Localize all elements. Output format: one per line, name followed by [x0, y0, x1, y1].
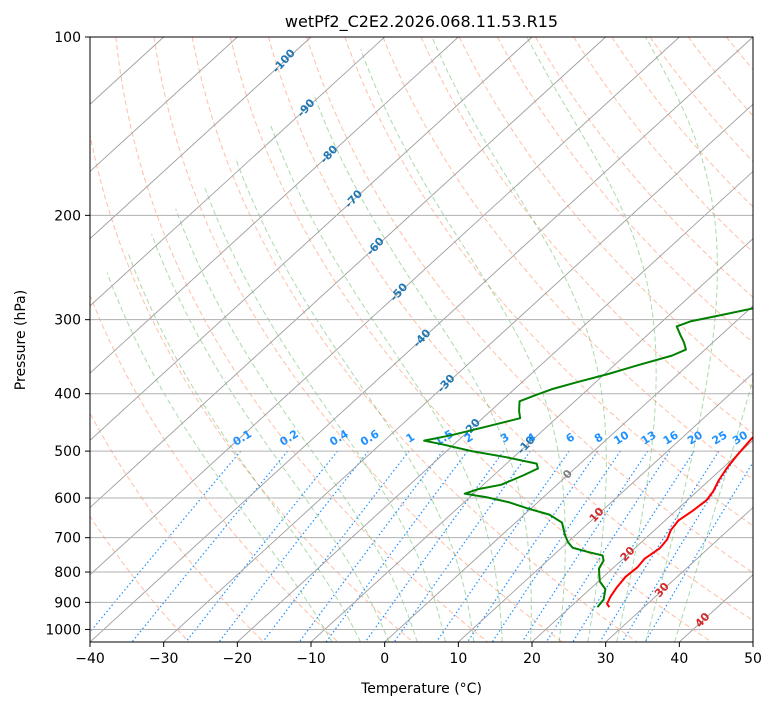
- dry-adiabat-line: [420, 37, 753, 435]
- x-tick-label: 20: [523, 651, 541, 667]
- isotherm-line: [163, 103, 753, 642]
- dry-adiabat-line: [191, 37, 638, 642]
- moist-adiabat-line: [313, 94, 532, 642]
- moist-adiabat-line: [645, 37, 718, 642]
- isotherm-line: [90, 37, 533, 441]
- mixing-ratio-line: [621, 450, 740, 642]
- isotherm-line: [90, 37, 753, 642]
- y-tick-label: 300: [54, 313, 81, 329]
- dewpoint-profile: [423, 307, 753, 608]
- mixing-ratio-line: [435, 450, 570, 642]
- mixing-ratio-line: [325, 450, 469, 642]
- y-tick-label: 600: [54, 491, 81, 507]
- isotherm-line: [384, 305, 753, 642]
- moist-adiabats: [106, 37, 753, 642]
- dry-adiabat-line: [306, 37, 753, 574]
- x-tick-label: 30: [597, 651, 615, 667]
- y-tick-label: 800: [54, 565, 81, 581]
- dry-adiabat-line: [90, 293, 339, 642]
- isotherm-line: [605, 506, 753, 642]
- temperature-profile: [606, 435, 753, 608]
- moist-adiabat-line: [151, 233, 390, 642]
- x-tick-label: 0: [380, 651, 389, 667]
- y-tick-label: 700: [54, 531, 81, 547]
- dry-adiabats: [90, 37, 753, 642]
- x-tick-label: 50: [744, 651, 762, 667]
- dry-adiabat-line: [90, 412, 264, 642]
- dry-adiabat-line: [268, 37, 753, 622]
- moist-adiabat-line: [234, 157, 475, 642]
- skewed-isotherms: [90, 37, 753, 642]
- isotherm-line: [90, 37, 312, 240]
- y-tick-label: 400: [54, 387, 81, 403]
- y-axis-title: Pressure (hPa): [13, 290, 29, 390]
- moist-adiabat-line: [269, 123, 503, 642]
- dry-adiabat-line: [458, 37, 753, 389]
- dry-adiabat-line: [229, 37, 712, 642]
- chart-title: wetPf2_C2E2.2026.068.11.53.R15: [285, 12, 558, 32]
- y-tick-label: 500: [54, 444, 81, 460]
- isotherm-line: [90, 37, 238, 173]
- mixing-ratio-line: [298, 450, 444, 642]
- y-axis: 100 200 300 400 500 600 700 800 900 1000: [45, 30, 90, 638]
- moist-adiabat-line: [106, 272, 333, 642]
- isotherm-line: [90, 37, 680, 576]
- x-tick-label: −10: [296, 651, 326, 667]
- y-tick-label: 200: [54, 208, 81, 224]
- dry-adiabat-line: [573, 37, 753, 253]
- mixing-ratio-line: [218, 450, 369, 642]
- x-tick-label: −20: [223, 651, 253, 667]
- x-axis-title: Temperature (°C): [360, 681, 482, 697]
- x-tick-label: −30: [149, 651, 179, 667]
- isotherm-line: [458, 372, 753, 642]
- dry-adiabat-line: [382, 37, 753, 481]
- dry-adiabat-line: [153, 37, 563, 642]
- mixing-ratio-line: [90, 450, 242, 634]
- x-axis: −40 −30 −20 −10 0 10 20 30 40 50: [75, 642, 762, 667]
- plot-area: -100-90-80-70-60-50-40-30-20-10010203040…: [90, 37, 753, 642]
- y-tick-label: 1000: [45, 622, 81, 638]
- isotherm-line: [90, 37, 606, 509]
- isotherm-line: [90, 37, 385, 307]
- dry-adiabat-line: [90, 515, 190, 642]
- mixing-ratio-line: [185, 450, 339, 642]
- moist-adiabat-line: [127, 251, 362, 642]
- isotherm-line: [90, 37, 459, 374]
- mixing-ratio-line: [521, 450, 649, 642]
- mixing-ratio-line: [467, 450, 599, 642]
- dry-adiabat-line: [344, 37, 753, 527]
- moist-adiabat-line: [674, 377, 753, 642]
- moist-adiabat-line: [360, 49, 566, 642]
- dry-adiabat-line: [115, 37, 488, 642]
- isotherm-line: [310, 238, 753, 642]
- profile-series: [423, 307, 753, 608]
- x-tick-label: −40: [75, 651, 105, 667]
- moist-adiabat-line: [526, 37, 657, 642]
- moist-adiabat-line: [204, 188, 447, 642]
- dry-adiabat-line: [535, 37, 753, 298]
- y-tick-label: 900: [54, 595, 81, 611]
- isotherm-line: [237, 170, 753, 642]
- y-tick-label: 100: [54, 30, 81, 46]
- x-tick-label: 10: [449, 651, 467, 667]
- moist-adiabat-line: [431, 37, 607, 642]
- isotherm-line: [531, 439, 753, 642]
- x-tick-label: 40: [670, 651, 688, 667]
- dry-adiabat-line: [649, 37, 753, 163]
- plot-frame: [89, 36, 754, 643]
- mixing-ratio-line: [599, 450, 720, 642]
- pressure-gridlines: [90, 37, 753, 630]
